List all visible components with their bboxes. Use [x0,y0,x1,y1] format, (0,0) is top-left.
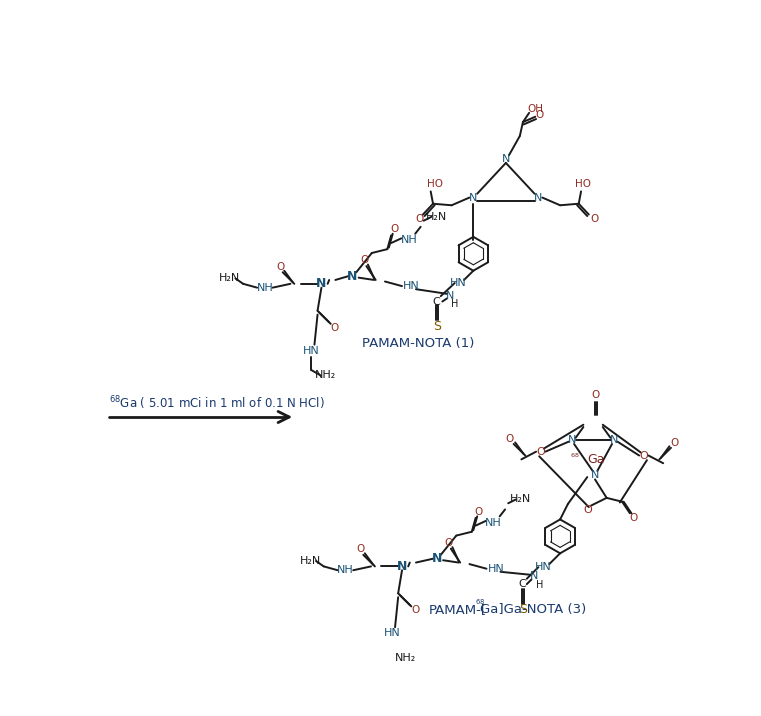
Text: $^{68}$: $^{68}$ [475,599,486,609]
Text: N: N [317,277,326,290]
Text: C: C [432,296,440,306]
Text: O: O [415,214,423,224]
Text: N: N [431,552,442,565]
Text: O: O [505,435,514,445]
Text: PAMAM-[: PAMAM-[ [428,603,486,616]
Text: NH₂: NH₂ [315,370,336,380]
Text: N: N [396,560,407,573]
Text: NH: NH [337,565,354,575]
Text: N: N [446,291,454,301]
Text: HN: HN [303,346,320,356]
Text: NH: NH [400,235,417,245]
Text: HN: HN [450,278,466,288]
Text: O: O [357,544,365,554]
Text: O: O [629,513,638,523]
Text: NH: NH [256,283,273,293]
Text: O: O [537,447,545,457]
Text: HN: HN [403,281,420,291]
Text: HN: HN [488,563,505,574]
Text: O: O [360,255,368,265]
Text: H₂N: H₂N [510,495,531,504]
Text: H₂N: H₂N [219,274,240,284]
Text: N: N [469,193,477,203]
Text: O: O [444,538,453,548]
Text: O: O [475,507,483,517]
Text: $^{68}$Ga ( 5.01 mCi in 1 ml of 0.1 N HCl): $^{68}$Ga ( 5.01 mCi in 1 ml of 0.1 N HC… [109,395,325,412]
Text: $^{68}$: $^{68}$ [570,453,579,462]
Text: HO: HO [427,179,443,189]
Text: N: N [568,435,576,445]
Text: S: S [433,319,441,333]
Text: O: O [330,323,339,333]
Text: N: N [501,154,510,164]
Text: NH: NH [485,518,501,528]
Text: HO: HO [575,179,591,189]
Text: H: H [451,299,458,309]
Text: H₂N: H₂N [425,212,447,222]
Text: O: O [583,505,591,516]
Text: HN: HN [384,629,400,639]
Text: O: O [590,214,598,224]
Text: N: N [347,270,358,283]
Text: H₂N: H₂N [300,556,321,566]
Text: Ga]Ga-NOTA (3): Ga]Ga-NOTA (3) [480,603,587,616]
Text: O: O [411,605,419,615]
Text: N: N [530,571,539,581]
Text: O: O [591,390,599,400]
Text: N: N [610,435,619,445]
Text: S: S [519,603,527,616]
Text: OH: OH [527,104,543,114]
Text: H: H [536,580,543,590]
Text: O: O [536,110,544,120]
Text: O: O [276,262,285,272]
Text: O: O [639,450,648,460]
Text: O: O [670,438,679,448]
Text: N: N [534,193,543,203]
Text: HN: HN [535,562,552,572]
Text: NH₂: NH₂ [395,653,416,663]
Text: O: O [390,224,399,234]
Text: N: N [591,470,599,480]
Text: Ga: Ga [587,453,605,466]
Text: C: C [518,579,526,589]
Text: PAMAM-NOTA (1): PAMAM-NOTA (1) [362,337,475,350]
